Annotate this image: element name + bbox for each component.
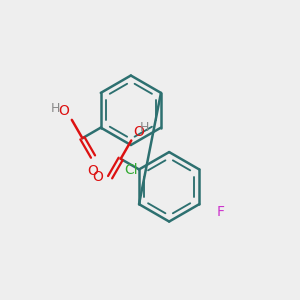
Text: O: O: [58, 104, 69, 118]
Text: O: O: [133, 125, 144, 139]
Text: O: O: [93, 170, 104, 184]
Text: Cl: Cl: [124, 163, 138, 177]
Text: H: H: [51, 102, 61, 115]
Text: O: O: [88, 164, 98, 178]
Text: F: F: [217, 205, 224, 219]
Text: H: H: [140, 121, 149, 134]
